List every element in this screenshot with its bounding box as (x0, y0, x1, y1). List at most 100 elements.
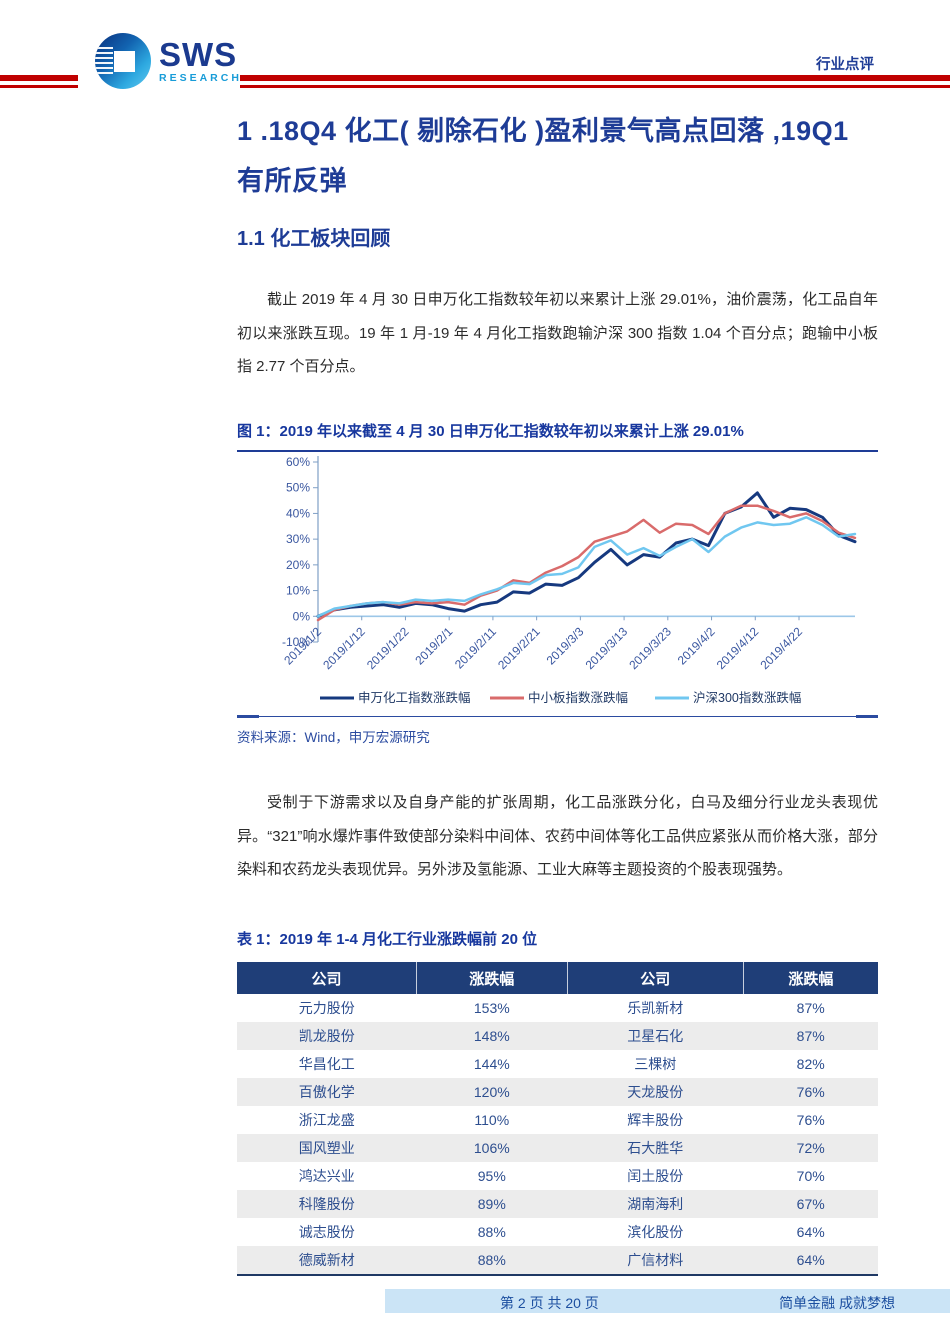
rank-table: 公司 涨跌幅 公司 涨跌幅 元力股份 153% 乐凯新材 87% 凯龙股份 148% 卫星石化 87… (237, 962, 878, 1276)
table-cell: 华昌化工 (298, 1056, 355, 1072)
logo-square-icon (114, 51, 135, 72)
logo-stripes-icon (95, 47, 113, 77)
x-tick-label: 2019/2/11 (452, 624, 499, 671)
table-cell: 144% (473, 1056, 510, 1072)
y-tick-label: 60% (286, 455, 310, 469)
x-tick-label: 2019/4/2 (675, 624, 718, 667)
table-header-cell: 涨跌幅 (743, 962, 878, 994)
table-cell: 科隆股份 (237, 1190, 417, 1218)
table-cell: 88% (477, 1224, 506, 1240)
series-line (316, 504, 857, 622)
header-rule-left-thick (0, 75, 78, 81)
table-cell: 石大胜华 (567, 1134, 744, 1162)
y-tick-label: 20% (286, 558, 310, 572)
table-cell: 凯龙股份 (237, 1022, 417, 1050)
x-tick-label: 2019/2/21 (495, 624, 543, 672)
table-cell: 88% (416, 1246, 568, 1275)
table-row: 诚志股份 88% 滨化股份 64% (237, 1218, 878, 1246)
series-line (316, 491, 857, 618)
paragraph-1: 截止 2019 年 4 月 30 日申万化工指数较年初以来累计上涨 29.01%… (237, 291, 878, 375)
sws-logo-icon (95, 33, 151, 89)
section-heading: 1.1 化工板块回顾 (237, 228, 391, 250)
x-tick-label: 2019/3/13 (583, 624, 631, 672)
header-rule-right-thin (240, 85, 950, 88)
y-tick-label: 30% (286, 532, 310, 546)
table-cell: 76% (743, 1078, 878, 1106)
sws-logo: SWS RESEARCH (95, 33, 242, 89)
doc-type-label: 行业点评 (816, 57, 874, 73)
table-cell: 95% (477, 1168, 506, 1184)
table-cell: 70% (796, 1168, 825, 1184)
table-row: 元力股份 153% 乐凯新材 87% (237, 994, 878, 1022)
table-cell: 浙江龙盛 (298, 1112, 355, 1128)
table-cell: 滨化股份 (627, 1224, 684, 1240)
table-cell: 元力股份 (298, 1000, 355, 1016)
table-cell: 82% (796, 1056, 825, 1072)
figure-caption: 图 1：2019 年以来截至 4 月 30 日申万化工指数较年初以来累计上涨 2… (237, 420, 878, 452)
x-tick-label: 2019/1/22 (364, 624, 412, 672)
legend-label: 沪深300指数涨跌幅 (693, 690, 801, 705)
legend-label: 申万化工指数涨跌幅 (358, 690, 471, 705)
table-row: 国风塑业 106% 石大胜华 72% (237, 1134, 878, 1162)
page-number: 第 2 页 共 20 页 (500, 1295, 599, 1311)
y-tick-label: 50% (286, 481, 310, 495)
figure-bottom-rule (237, 714, 878, 718)
table-cell: 鸿达兴业 (298, 1168, 355, 1184)
header-rule-left-thin (0, 85, 78, 88)
table-cell: 87% (796, 1000, 825, 1016)
table-cell: 天龙股份 (567, 1078, 744, 1106)
line-chart: 60% 50% 40% 30% 20% 10% 0% -10% 2019/1/2 2019/1/1… (237, 452, 878, 716)
x-tick-label: 2019/2/1 (412, 624, 455, 667)
series-line (316, 516, 857, 618)
paragraph-2: 受制于下游需求以及自身产能的扩张周期，化工品涨跌分化，白马及细分行业龙头表现优异… (237, 794, 878, 878)
table-header-cell: 公司 (237, 962, 417, 994)
table-cell: 百傲化学 (237, 1078, 417, 1106)
table-cell: 广信材料 (567, 1246, 744, 1275)
table-row: 德威新材 88% 广信材料 64% (237, 1246, 878, 1275)
table-row: 华昌化工 144% 三棵树 82% (237, 1050, 878, 1078)
x-tick-label: 2019/3/3 (544, 624, 587, 667)
table-cell: 148% (416, 1022, 568, 1050)
x-tick-label: 2019/3/23 (626, 624, 674, 672)
table-cell: 106% (416, 1134, 568, 1162)
brand-subtitle: RESEARCH (159, 72, 242, 85)
table-cell: 76% (796, 1112, 825, 1128)
y-tick-label: 10% (286, 584, 310, 598)
y-tick-label: 0% (293, 609, 311, 623)
table-cell: 64% (796, 1224, 825, 1240)
table-cell: 乐凯新材 (627, 1000, 684, 1016)
table-cell: 辉丰股份 (627, 1112, 684, 1128)
footer-bar: 第 2 页 共 20 页 简单金融 成就梦想 (385, 1289, 950, 1313)
table-header-cell: 涨跌幅 (416, 962, 568, 994)
table-cell: 72% (743, 1134, 878, 1162)
table-cell: 67% (743, 1190, 878, 1218)
table-row: 浙江龙盛 110% 辉丰股份 76% (237, 1106, 878, 1134)
table-cell: 87% (743, 1022, 878, 1050)
x-tick-label: 2019/1/12 (320, 624, 368, 672)
table-cell: 153% (473, 1000, 510, 1016)
table-cell: 64% (743, 1246, 878, 1275)
chart-canvas: 60%50%40%30%20%10%0%-10%2019/1/22019/1/1… (281, 455, 857, 705)
legend-label: 中小板指数涨跌幅 (528, 690, 628, 705)
table-cell: 闰土股份 (627, 1168, 684, 1184)
x-tick-label: 2019/4/22 (757, 624, 805, 672)
table-cell: 卫星石化 (567, 1022, 744, 1050)
table-cell: 三棵树 (634, 1056, 677, 1072)
table-cell: 89% (416, 1190, 568, 1218)
footer-slogan: 简单金融 成就梦想 (779, 1295, 895, 1311)
page-title: 1 .18Q4 化工( 剔除石化 )盈利景气高点回落 ,19Q1 有所反弹 (237, 116, 849, 196)
table-cell: 湖南海利 (567, 1190, 744, 1218)
header-rule-right-thick (240, 75, 950, 81)
table-cell: 德威新材 (237, 1246, 417, 1275)
table-cell: 诚志股份 (298, 1224, 355, 1240)
table-row: 百傲化学 120% 天龙股份 76% (237, 1078, 878, 1106)
table-header-cell: 公司 (567, 962, 744, 994)
table-row: 凯龙股份 148% 卫星石化 87% (237, 1022, 878, 1050)
table-row: 科隆股份 89% 湖南海利 67% (237, 1190, 878, 1218)
table-row: 鸿达兴业 95% 闰土股份 70% (237, 1162, 878, 1190)
table-caption: 表 1：2019 年 1-4 月化工行业涨跌幅前 20 位 (237, 931, 538, 948)
x-tick-label: 2019/4/12 (714, 624, 762, 672)
table-header-row: 公司 涨跌幅 公司 涨跌幅 (237, 962, 878, 994)
table-cell: 国风塑业 (237, 1134, 417, 1162)
